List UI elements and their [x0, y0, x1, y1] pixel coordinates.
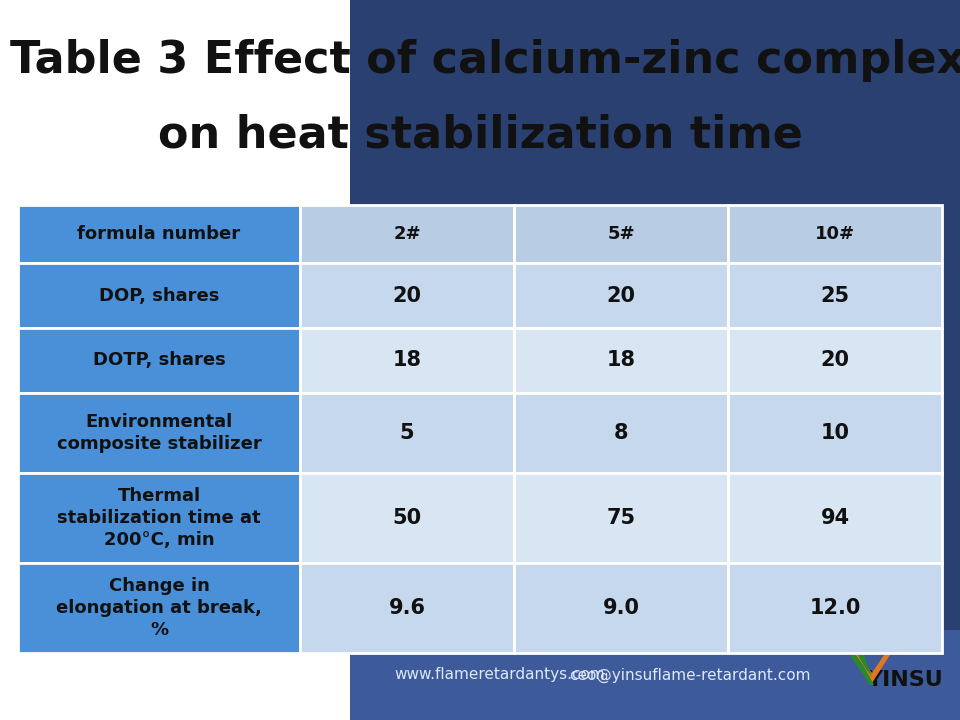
Bar	[300, 563, 514, 653]
Bar	[728, 263, 942, 328]
Text: 8: 8	[613, 423, 628, 443]
Bar	[18, 205, 300, 263]
Bar	[514, 393, 728, 473]
Bar	[514, 473, 728, 563]
Text: 9.0: 9.0	[603, 598, 639, 618]
Bar	[300, 328, 514, 393]
Bar	[728, 563, 942, 653]
Text: 75: 75	[607, 508, 636, 528]
Bar	[728, 393, 942, 473]
Bar	[514, 263, 728, 328]
Bar	[18, 393, 300, 473]
Bar	[300, 205, 514, 263]
Text: DOTP, shares: DOTP, shares	[92, 351, 226, 369]
Text: Thermal
stabilization time at
200°C, min: Thermal stabilization time at 200°C, min	[58, 487, 261, 549]
Text: 5: 5	[399, 423, 415, 443]
Text: 20: 20	[821, 351, 850, 371]
Bar	[18, 563, 300, 653]
Text: 50: 50	[393, 508, 421, 528]
Bar	[728, 205, 942, 263]
Bar	[514, 563, 728, 653]
Bar	[514, 205, 728, 263]
Bar	[18, 473, 300, 563]
Bar	[350, 630, 960, 720]
Text: 94: 94	[821, 508, 850, 528]
Text: 5#: 5#	[607, 225, 635, 243]
Text: 2#: 2#	[394, 225, 420, 243]
Polygon shape	[852, 655, 890, 683]
Text: 12.0: 12.0	[809, 598, 861, 618]
Text: 18: 18	[607, 351, 636, 371]
Bar	[728, 328, 942, 393]
Bar	[300, 393, 514, 473]
Text: 10#: 10#	[815, 225, 855, 243]
Text: on heat stabilization time: on heat stabilization time	[157, 114, 803, 156]
Polygon shape	[850, 655, 874, 685]
Bar	[18, 328, 300, 393]
Text: www.flameretardantys.com: www.flameretardantys.com	[395, 667, 606, 683]
Bar	[18, 263, 300, 328]
Text: 10: 10	[821, 423, 850, 443]
Text: Environmental
composite stabilizer: Environmental composite stabilizer	[57, 413, 261, 453]
Text: Change in
elongation at break,
%: Change in elongation at break, %	[56, 577, 262, 639]
Bar	[728, 473, 942, 563]
Bar	[350, 0, 960, 630]
Bar	[300, 263, 514, 328]
Text: DOP, shares: DOP, shares	[99, 287, 219, 305]
Text: Table 3 Effect of calcium-zinc complex stabilizers: Table 3 Effect of calcium-zinc complex s…	[10, 38, 960, 81]
Text: 20: 20	[607, 286, 636, 305]
Bar	[300, 473, 514, 563]
Text: YINSU: YINSU	[487, 377, 756, 453]
Text: YINSU: YINSU	[867, 670, 944, 690]
Text: 18: 18	[393, 351, 421, 371]
Text: ceo@yinsuflame-retardant.com: ceo@yinsuflame-retardant.com	[569, 667, 811, 683]
Text: formula number: formula number	[78, 225, 241, 243]
Text: 25: 25	[821, 286, 850, 305]
Text: 9.6: 9.6	[389, 598, 425, 618]
Bar	[514, 328, 728, 393]
Text: 20: 20	[393, 286, 421, 305]
